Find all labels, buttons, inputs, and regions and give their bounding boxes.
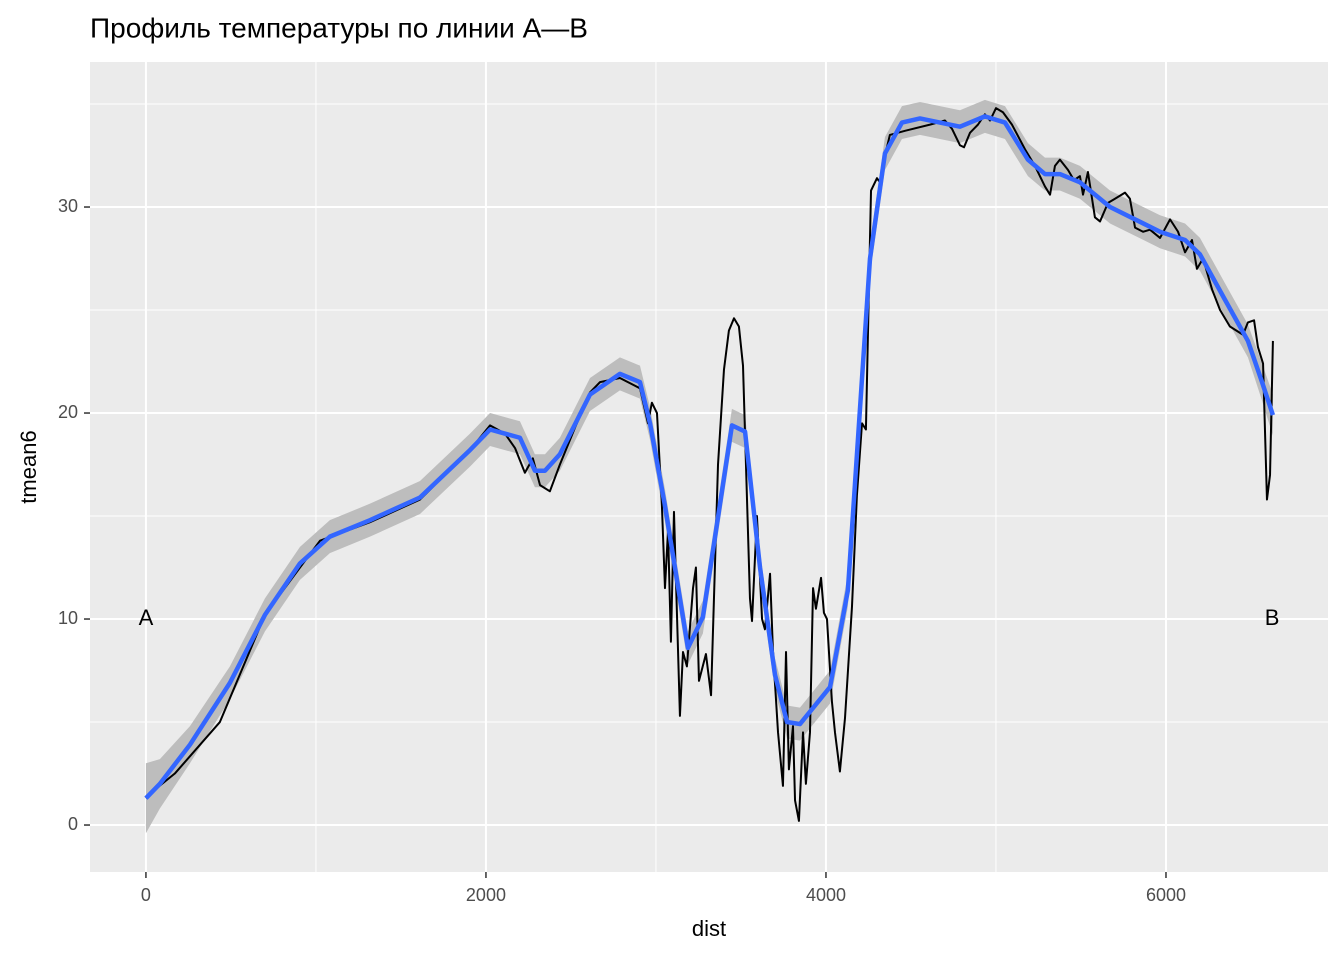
- annotation: B: [1265, 605, 1280, 630]
- data-line: [145, 107, 1274, 822]
- chart-title: Профиль температуры по линии A—B: [90, 12, 588, 43]
- x-tick-label: 6000: [1146, 885, 1186, 905]
- x-tick-label: 0: [141, 885, 151, 905]
- x-axis-title: dist: [692, 916, 726, 941]
- y-tick-label: 10: [58, 608, 78, 628]
- panel: [90, 62, 1328, 872]
- y-tick-label: 0: [68, 814, 78, 834]
- x-tick-label: 4000: [806, 885, 846, 905]
- annotation: A: [139, 605, 154, 630]
- x-tick-label: 2000: [466, 885, 506, 905]
- y-axis-title: tmean6: [16, 430, 41, 503]
- y-tick-label: 30: [58, 196, 78, 216]
- y-tick-label: 20: [58, 402, 78, 422]
- smooth-line: [144, 114, 1276, 800]
